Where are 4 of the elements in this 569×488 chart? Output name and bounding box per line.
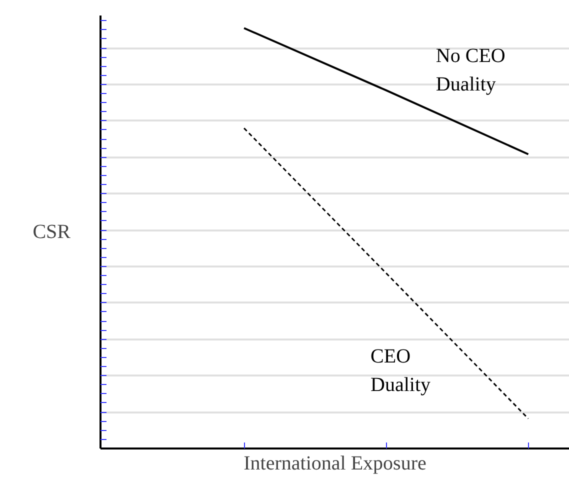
x-axis-title: International Exposure <box>244 452 426 474</box>
series-label: CEO Duality <box>370 346 431 396</box>
series-label: No CEO Duality <box>436 44 506 96</box>
y-axis-title: CSR <box>32 221 72 243</box>
